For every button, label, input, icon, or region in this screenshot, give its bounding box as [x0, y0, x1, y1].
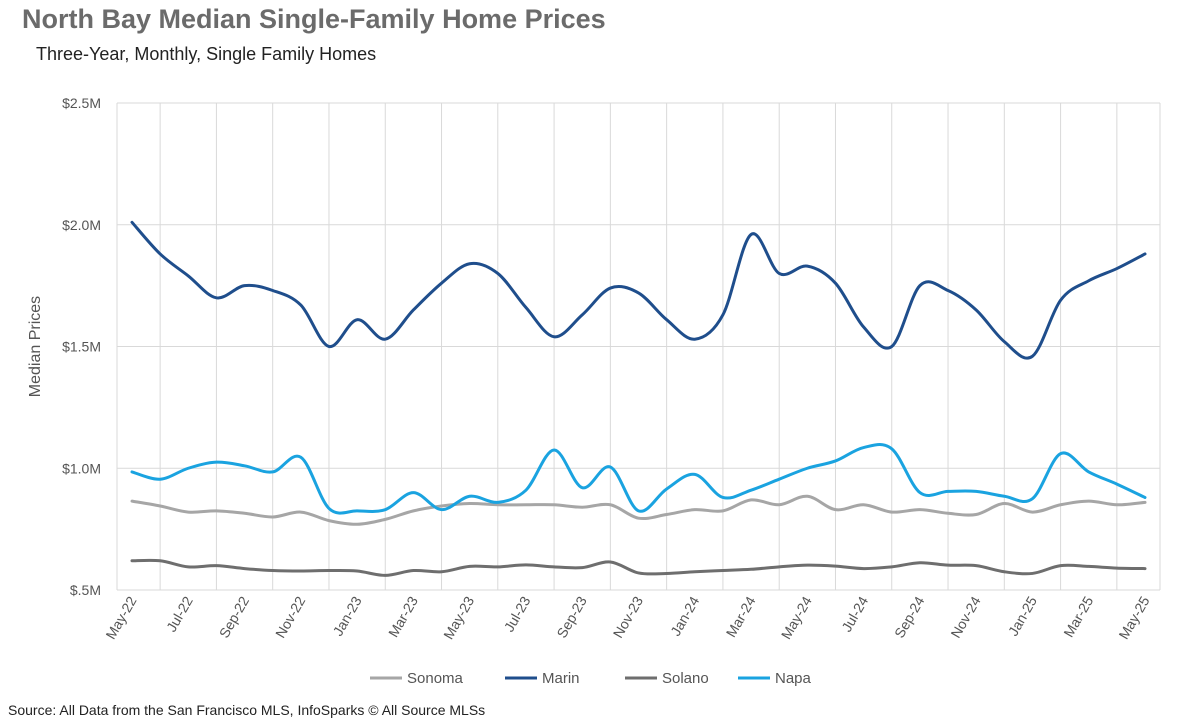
- series-line-napa: [130, 443, 1147, 515]
- x-tick-label: Sep-22: [216, 593, 253, 640]
- legend-label-marin: Marin: [542, 670, 580, 687]
- legend: Sonoma Marin Solano Napa: [370, 670, 812, 687]
- series-lines: [130, 220, 1147, 577]
- x-tick-label: May-24: [778, 593, 815, 642]
- x-tick-label: May-22: [102, 593, 139, 642]
- x-tick-label: Jan-24: [667, 593, 702, 638]
- x-tick-label: Jul-23: [501, 593, 534, 634]
- legend-label-sonoma: Sonoma: [407, 670, 464, 687]
- y-tick-label: $2.0M: [62, 217, 101, 233]
- x-tick-label: May-25: [1115, 593, 1152, 642]
- series-line-sonoma: [130, 494, 1147, 526]
- x-tick-label: Sep-24: [891, 593, 928, 640]
- y-tick-label: $1.0M: [62, 460, 101, 476]
- chart-title: North Bay Median Single-Family Home Pric…: [22, 4, 606, 34]
- x-axis-tick-labels: May-22 Jul-22 Sep-22 Nov-22 Jan-23 Mar-23 May-…: [102, 593, 1152, 642]
- y-axis-label: Median Prices: [27, 296, 44, 397]
- x-tick-label: Jan-23: [329, 593, 364, 638]
- x-tick-label: Mar-25: [1060, 593, 1096, 640]
- y-tick-label: $.5M: [70, 582, 101, 598]
- series-line-solano: [130, 558, 1147, 577]
- x-tick-label: May-23: [440, 593, 477, 642]
- x-tick-label: Jul-22: [163, 593, 196, 634]
- y-tick-label: $1.5M: [62, 339, 101, 355]
- x-tick-label: Nov-23: [610, 593, 647, 640]
- x-tick-label: Jan-25: [1005, 593, 1040, 638]
- y-tick-label: $2.5M: [62, 95, 101, 111]
- x-tick-label: Jul-24: [838, 593, 871, 634]
- source-note: Source: All Data from the San Francisco …: [8, 702, 486, 718]
- legend-label-solano: Solano: [662, 670, 709, 687]
- x-tick-label: Sep-23: [553, 593, 590, 640]
- line-chart: $.5M $1.0M $1.5M $2.0M $2.5M May-22 Jul-22 Sep…: [27, 95, 1161, 687]
- series-line-marin: [130, 220, 1147, 360]
- y-axis-tick-labels: $.5M $1.0M $1.5M $2.0M $2.5M: [62, 95, 101, 598]
- gridlines: [116, 102, 1161, 591]
- chart-subtitle: Three-Year, Monthly, Single Family Homes: [36, 44, 377, 64]
- x-tick-label: Nov-24: [947, 593, 984, 640]
- x-tick-label: Mar-24: [723, 593, 759, 640]
- x-tick-label: Mar-23: [385, 593, 421, 640]
- legend-label-napa: Napa: [775, 670, 812, 687]
- x-tick-label: Nov-22: [272, 593, 309, 640]
